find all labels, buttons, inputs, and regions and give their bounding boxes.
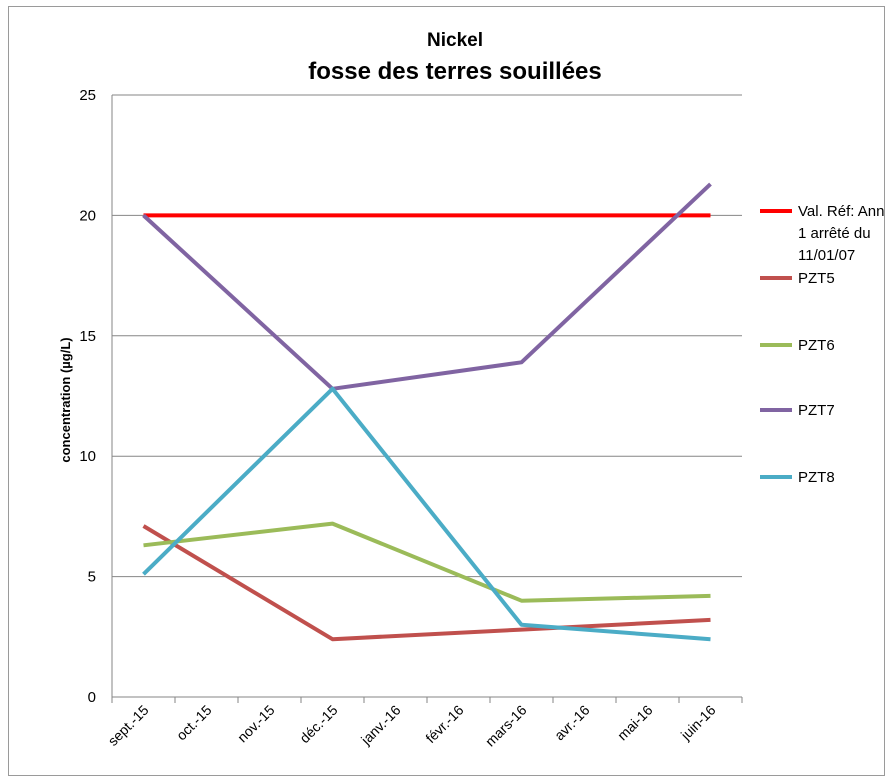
x-tick-label: avr.-16	[551, 702, 593, 744]
y-axis-title: concentration (µg/L)	[58, 337, 73, 462]
x-tick-label: sept.-15	[105, 702, 152, 749]
chart-subtitle: fosse des terres souillées	[308, 58, 601, 85]
y-tick-label: 25	[79, 87, 96, 104]
chart-frame	[8, 6, 885, 776]
x-tick-label: juin-16	[677, 702, 719, 744]
series-line-pzt7	[142, 182, 712, 391]
y-tick-label: 5	[88, 569, 96, 586]
legend-label: PZT7	[798, 402, 835, 419]
x-tick-label: mai-16	[614, 702, 656, 744]
x-tick-label: nov.-15	[234, 702, 278, 746]
x-tick-label: oct.-15	[173, 702, 215, 744]
x-tick-label: févr.-16	[422, 702, 466, 746]
series-line-pzt6	[143, 521, 711, 603]
legend-label: PZT8	[798, 469, 835, 486]
x-tick-label: janv.-16	[357, 702, 404, 749]
legend-label: PZT6	[798, 337, 835, 354]
chart-title: Nickel	[427, 30, 483, 51]
x-tick-label: mars-16	[482, 702, 530, 750]
y-tick-label: 10	[79, 448, 96, 465]
series-line-pzt5	[142, 524, 711, 642]
y-tick-label: 15	[79, 328, 96, 345]
legend-label: Val. Réf: Ann	[798, 203, 884, 220]
y-tick-label: 0	[88, 689, 96, 706]
y-tick-label: 20	[79, 207, 96, 224]
series-line-pzt8	[142, 386, 711, 642]
legend-label: PZT5	[798, 270, 835, 287]
legend-label: 11/01/07	[798, 247, 855, 264]
x-tick-label: déc.-15	[296, 702, 340, 746]
legend-label: 1 arrêté du	[798, 225, 871, 242]
